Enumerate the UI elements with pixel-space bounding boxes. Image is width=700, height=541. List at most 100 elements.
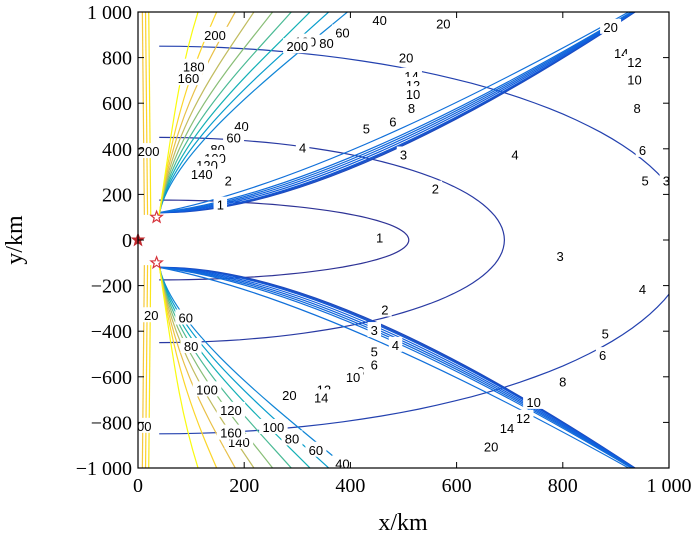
contour-label-background (512, 409, 534, 425)
y-tick-label: 200 (102, 184, 132, 206)
contour-label-background (174, 70, 203, 86)
contour-label: 60 (226, 130, 240, 145)
y-tick-label: −1 000 (76, 458, 132, 480)
contour-label: 4 (511, 148, 518, 163)
contour-label: 5 (363, 121, 370, 136)
contour-line-level-160 (158, 12, 236, 216)
contour-label: 4 (639, 282, 646, 297)
contour-label: 2 (225, 174, 232, 189)
x-tick-label: 200 (229, 475, 259, 497)
contour-label-background (600, 18, 622, 34)
contour-label-background (295, 139, 310, 155)
contour-line-level-140 (158, 12, 255, 216)
contour-label: 6 (639, 143, 646, 158)
contour-label: 200 (130, 419, 152, 434)
contour-label: 60 (335, 26, 349, 41)
contour-label: 20 (484, 439, 498, 454)
y-tick-label: −600 (91, 367, 132, 389)
contour-label-background (386, 113, 400, 129)
contour-label: 200 (204, 28, 226, 43)
contour-line-level-1 (159, 199, 410, 281)
contour-label-background (231, 118, 253, 133)
x-tick-label: 800 (548, 475, 578, 497)
contour-label-background (283, 38, 312, 54)
contour-label: 80 (184, 339, 198, 354)
contour-label-background (259, 418, 288, 434)
contour-label: 80 (285, 431, 299, 446)
contour-line-axis (141, 265, 145, 468)
contour-label-background (223, 129, 245, 145)
contour-label: 14 (500, 421, 514, 436)
contour-label-background (623, 71, 645, 87)
contour-line-level-80 (158, 264, 311, 468)
contour-label: 60 (309, 443, 323, 458)
contour-label: 180 (183, 60, 205, 75)
contour-label: 10 (526, 395, 540, 410)
contour-label-background (180, 338, 202, 354)
contour-label-background (480, 438, 502, 454)
contour-label-background (635, 141, 650, 157)
contour-label: 20 (282, 388, 296, 403)
contour-label: 8 (408, 101, 415, 116)
contour-label: 20 (436, 16, 450, 31)
contour-label: 6 (389, 114, 396, 129)
contour-line-level-100 (158, 12, 293, 216)
contour-label: 10 (406, 87, 420, 102)
contour-label-background (402, 86, 424, 102)
contour-label-background (432, 15, 454, 31)
contour-label-background (367, 343, 382, 359)
contour-label: 40 (372, 13, 386, 28)
y-axis-label: y/km (2, 215, 28, 265)
contour-label-background (359, 120, 374, 136)
contour-label: 12 (516, 411, 530, 426)
contour-label: 1 (376, 231, 383, 246)
contour-label: 1 (217, 198, 224, 213)
contour-label-background (395, 49, 417, 65)
contour-label-background (179, 58, 209, 74)
contour-line-level-10 (159, 12, 634, 214)
y-tick-label: 800 (102, 48, 132, 70)
contour-line-level-12 (159, 12, 634, 214)
contour-label-background (388, 336, 403, 352)
contour-label: 3 (371, 323, 378, 338)
contour-label: 140 (191, 167, 213, 182)
contour-label: 3 (400, 148, 407, 163)
contour-label-background (598, 325, 613, 341)
contour-label: 10 (346, 370, 360, 385)
contour-label: 20 (603, 20, 617, 35)
contour-line-level-20 (159, 12, 630, 214)
contour-label-background (221, 172, 236, 188)
x-tick-label: 1 000 (647, 475, 692, 497)
y-tick-label: 0 (122, 230, 132, 252)
axis-ticks: 0 200 400 600 800 1 000−1 000−800−600−400−200… (76, 2, 692, 497)
contour-label: 200 (138, 144, 160, 159)
contour-label: 80 (319, 36, 333, 51)
contour-line-level-180 (158, 264, 218, 468)
contour-line-level-60 (158, 12, 330, 216)
contour-label-background (138, 143, 163, 159)
contour-label-background (331, 24, 353, 40)
contour-label: 3 (663, 174, 670, 189)
y-tick-label: −200 (91, 276, 132, 298)
contour-label: 6 (599, 348, 606, 363)
contour-label-background (140, 307, 162, 323)
x-tick-label: 600 (442, 475, 472, 497)
contour-label-background (659, 172, 669, 188)
y-tick-label: −800 (91, 412, 132, 434)
contour-line-axis (144, 12, 149, 215)
contour-label-background (216, 424, 246, 440)
contour-label: 6 (371, 357, 378, 372)
contour-label: 2 (432, 182, 439, 197)
contour-line-level-40 (158, 12, 349, 216)
contour-label: 120 (220, 403, 242, 418)
contour-label-background (595, 347, 610, 363)
contour-label-background (638, 172, 652, 188)
star-open-marker (149, 255, 164, 270)
contour-label-background (192, 381, 222, 397)
contour-label-background (428, 180, 443, 196)
contour-line-level-14 (159, 12, 633, 214)
contour-line-level-8 (159, 12, 635, 214)
contour-label-background (310, 389, 332, 405)
contour-label: 100 (263, 420, 285, 435)
